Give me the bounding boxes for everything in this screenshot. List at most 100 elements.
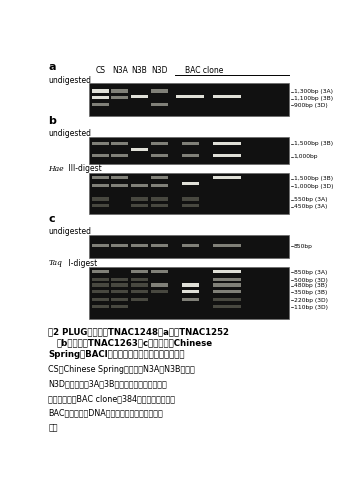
Text: 450bp (3A): 450bp (3A)	[294, 204, 327, 209]
Text: 1,500bp (3B): 1,500bp (3B)	[294, 176, 333, 181]
Bar	[92, 305, 109, 308]
Bar	[151, 176, 168, 179]
Bar	[131, 298, 148, 301]
Text: 900bp (3D): 900bp (3D)	[294, 103, 327, 108]
Text: BACクローンのDNAを混合抜出したプールを示: BACクローンのDNAを混合抜出したプールを示	[48, 409, 163, 418]
Text: 550bp (3A): 550bp (3A)	[294, 197, 327, 202]
Bar	[213, 176, 241, 179]
Bar	[213, 305, 241, 308]
Bar	[111, 141, 129, 145]
Text: SpringのBAClライブラリーのスクリーニング例: SpringのBAClライブラリーのスクリーニング例	[48, 350, 185, 359]
Text: 850bp: 850bp	[294, 243, 313, 248]
Bar	[111, 278, 129, 281]
Bar	[89, 235, 289, 258]
Bar	[151, 244, 168, 247]
Bar	[92, 96, 109, 100]
Text: undigested: undigested	[48, 129, 91, 138]
Bar	[176, 95, 204, 98]
Bar	[92, 90, 109, 93]
Text: 1,000bp: 1,000bp	[294, 154, 318, 159]
Bar	[131, 244, 148, 247]
Bar	[213, 244, 241, 247]
Bar	[92, 270, 109, 273]
Text: 350bp (3B): 350bp (3B)	[294, 290, 327, 295]
Text: 1,300bp (3A): 1,300bp (3A)	[294, 89, 333, 94]
Bar	[92, 154, 109, 157]
Text: N3A: N3A	[112, 67, 128, 76]
Text: 系統を示す．BAC cloneは384ウェルプレートの: 系統を示す．BAC cloneは384ウェルプレートの	[48, 394, 175, 403]
Bar	[89, 137, 289, 163]
Text: BAC clone: BAC clone	[185, 67, 224, 76]
Bar	[151, 270, 168, 273]
Text: CSはChinese Springを示す．N3A，N3Bおよび: CSはChinese Springを示す．N3A，N3Bおよび	[48, 365, 195, 374]
Bar	[92, 141, 109, 145]
Bar	[92, 278, 109, 281]
Text: 500bp (3D): 500bp (3D)	[294, 278, 327, 283]
Bar	[151, 184, 168, 187]
Bar	[213, 95, 241, 98]
Bar	[213, 284, 241, 287]
Bar	[182, 298, 199, 301]
Bar	[131, 184, 148, 187]
Bar	[182, 182, 199, 185]
Text: a: a	[48, 62, 56, 72]
Text: 850bp (3A): 850bp (3A)	[294, 270, 327, 275]
Bar	[151, 141, 168, 145]
Bar	[182, 197, 199, 200]
Bar	[151, 204, 168, 207]
Bar	[213, 154, 241, 157]
Bar	[182, 204, 199, 207]
Bar	[111, 154, 129, 157]
Text: CS: CS	[95, 67, 105, 76]
Bar	[182, 284, 199, 287]
Text: 220bp (3D): 220bp (3D)	[294, 298, 327, 303]
Bar	[151, 197, 168, 200]
Text: N3B: N3B	[132, 67, 147, 76]
Text: b: b	[48, 116, 56, 126]
Bar	[92, 176, 109, 179]
Bar	[213, 290, 241, 293]
Bar	[213, 270, 241, 273]
Bar	[131, 284, 148, 287]
Bar	[89, 267, 289, 319]
Text: Hae: Hae	[48, 165, 64, 173]
Bar	[111, 96, 129, 100]
Text: 1,500bp (3B): 1,500bp (3B)	[294, 141, 333, 146]
Bar	[151, 284, 168, 287]
Bar	[131, 204, 148, 207]
Bar	[111, 298, 129, 301]
Text: 480bp (3B): 480bp (3B)	[294, 283, 327, 288]
Bar	[111, 176, 129, 179]
Bar	[92, 184, 109, 187]
Text: c: c	[48, 214, 55, 224]
Bar	[92, 284, 109, 287]
Bar	[111, 244, 129, 247]
Bar	[111, 90, 129, 93]
Bar	[92, 244, 109, 247]
Bar	[131, 278, 148, 281]
Bar	[92, 197, 109, 200]
Bar	[151, 90, 168, 93]
Text: undigested: undigested	[48, 226, 91, 235]
Bar	[151, 290, 168, 293]
Bar	[151, 154, 168, 157]
Bar	[182, 244, 199, 247]
Bar	[92, 298, 109, 301]
Text: （b）およびTNAC1263（c）を用いたChinese: （b）およびTNAC1263（c）を用いたChinese	[57, 339, 213, 348]
Text: I-digest: I-digest	[67, 259, 97, 268]
Text: N3D: N3D	[151, 67, 168, 76]
Bar	[131, 290, 148, 293]
Text: undigested: undigested	[48, 76, 91, 85]
Bar	[111, 290, 129, 293]
Bar	[182, 154, 199, 157]
Bar	[92, 290, 109, 293]
Bar	[213, 141, 241, 145]
Bar	[182, 141, 199, 145]
Text: 1,000bp (3D): 1,000bp (3D)	[294, 184, 333, 189]
Bar	[151, 103, 168, 106]
Bar	[213, 298, 241, 301]
Bar	[89, 173, 289, 214]
Bar	[92, 103, 109, 106]
Bar	[131, 95, 148, 98]
Bar	[131, 148, 148, 151]
